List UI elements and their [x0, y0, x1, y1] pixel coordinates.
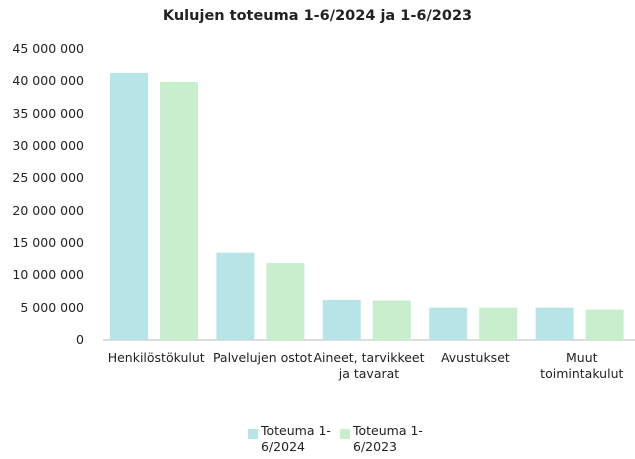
y-tick-label: 0 — [76, 332, 84, 347]
y-tick-label: 30 000 000 — [12, 138, 84, 153]
bar — [110, 72, 148, 340]
bar — [429, 307, 468, 340]
x-tick-label: Palvelujen ostot — [212, 350, 313, 365]
bar — [266, 263, 305, 340]
legend-swatch — [248, 429, 258, 439]
x-tick-label: Muut toimintakulut — [540, 350, 624, 381]
legend-swatch — [340, 429, 350, 439]
y-tick-label: 10 000 000 — [12, 267, 84, 283]
bar — [535, 307, 574, 340]
bar — [479, 307, 518, 340]
bar — [585, 309, 624, 340]
bar — [216, 252, 255, 340]
y-tick-label: 5 000 000 — [20, 299, 84, 315]
bar — [160, 81, 198, 340]
x-tick-label: Henkilöstökulut — [107, 350, 205, 365]
x-tick-label: Avustukset — [440, 350, 510, 365]
chart-title: Kulujen toteuma 1-6/2024 ja 1-6/2023 — [162, 8, 473, 24]
legend-label: Toteuma 1-6/2023 — [353, 423, 423, 454]
y-tick-label: 40 000 000 — [12, 73, 84, 89]
y-tick-label: 20 000 000 — [12, 202, 84, 218]
y-tick-label: 15 000 000 — [12, 235, 84, 250]
bar — [372, 300, 411, 340]
y-tick-label: 35 000 000 — [12, 105, 84, 121]
legend-label: Toteuma 1-6/2024 — [261, 423, 331, 454]
bar — [322, 299, 361, 340]
x-tick-label: Aineet, tarvikkeet ja tavarat — [313, 350, 425, 381]
y-tick-label: 45 000 000 — [12, 41, 84, 56]
y-tick-label: 25 000 000 — [12, 170, 84, 186]
